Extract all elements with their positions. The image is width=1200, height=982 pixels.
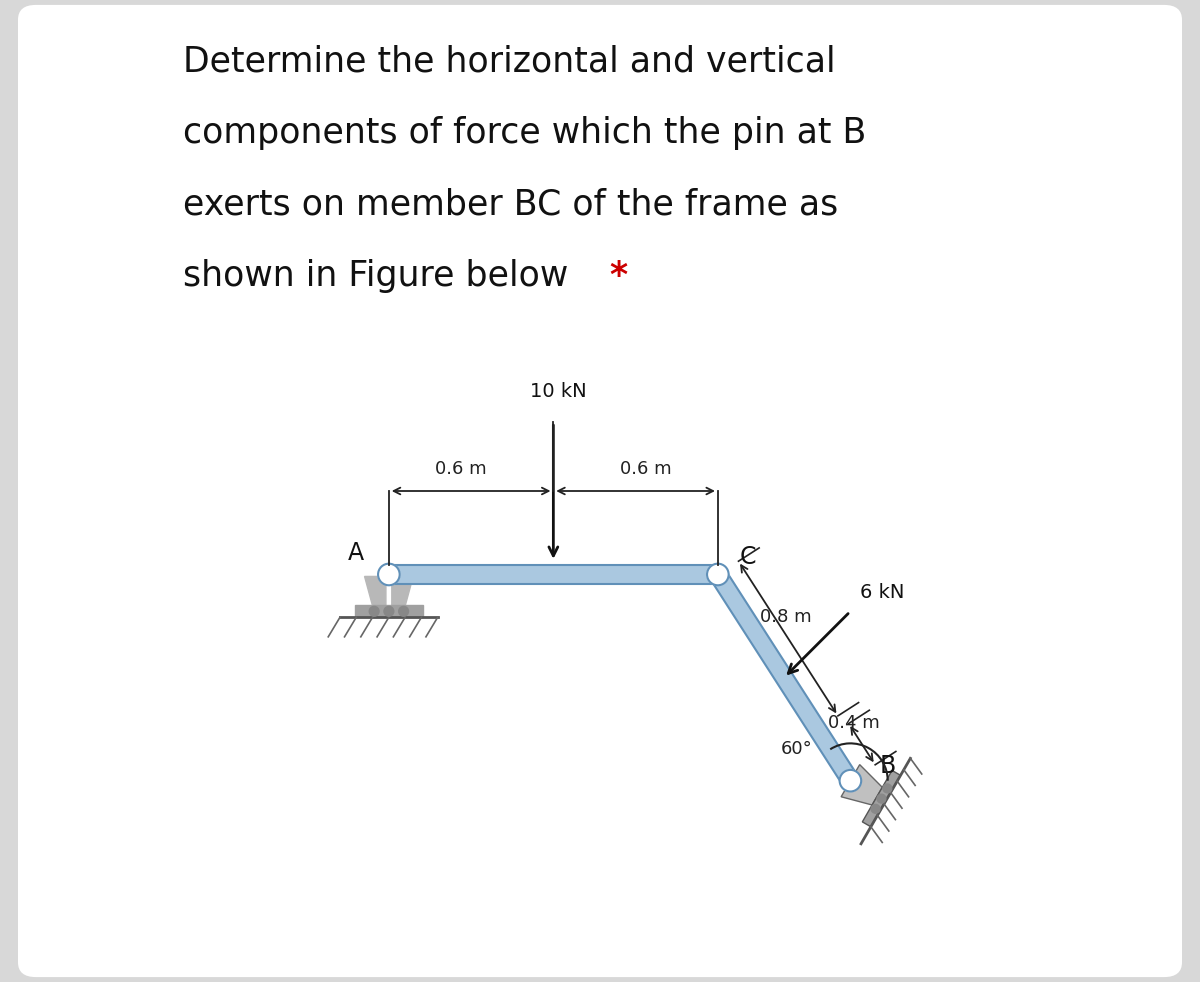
Circle shape <box>883 784 892 792</box>
Text: Determine the horizontal and vertical: Determine the horizontal and vertical <box>182 44 835 79</box>
Polygon shape <box>392 576 413 605</box>
Circle shape <box>398 607 408 617</box>
Circle shape <box>370 607 379 617</box>
Polygon shape <box>710 570 858 786</box>
Circle shape <box>707 564 728 585</box>
Circle shape <box>871 804 880 813</box>
Text: 0.6 m: 0.6 m <box>436 461 487 478</box>
Polygon shape <box>365 576 386 605</box>
Circle shape <box>378 564 400 585</box>
Polygon shape <box>389 565 718 584</box>
Text: 60°: 60° <box>780 740 812 758</box>
Circle shape <box>840 770 862 791</box>
Text: 0.8 m: 0.8 m <box>760 608 811 627</box>
Text: components of force which the pin at B: components of force which the pin at B <box>182 116 866 150</box>
Text: 0.6 m: 0.6 m <box>619 461 671 478</box>
Text: 10 kN: 10 kN <box>530 382 587 401</box>
Text: C: C <box>739 545 756 569</box>
Circle shape <box>384 607 394 617</box>
Text: *: * <box>610 259 628 294</box>
Text: exerts on member BC of the frame as: exerts on member BC of the frame as <box>182 188 838 222</box>
Polygon shape <box>863 771 900 827</box>
Text: 0.4 m: 0.4 m <box>828 714 881 732</box>
Text: B: B <box>880 754 896 778</box>
Text: A: A <box>348 541 365 565</box>
Text: shown in Figure below: shown in Figure below <box>182 259 568 294</box>
Polygon shape <box>841 765 882 805</box>
Polygon shape <box>355 605 422 618</box>
Text: 6 kN: 6 kN <box>860 582 905 602</box>
Circle shape <box>877 794 886 803</box>
